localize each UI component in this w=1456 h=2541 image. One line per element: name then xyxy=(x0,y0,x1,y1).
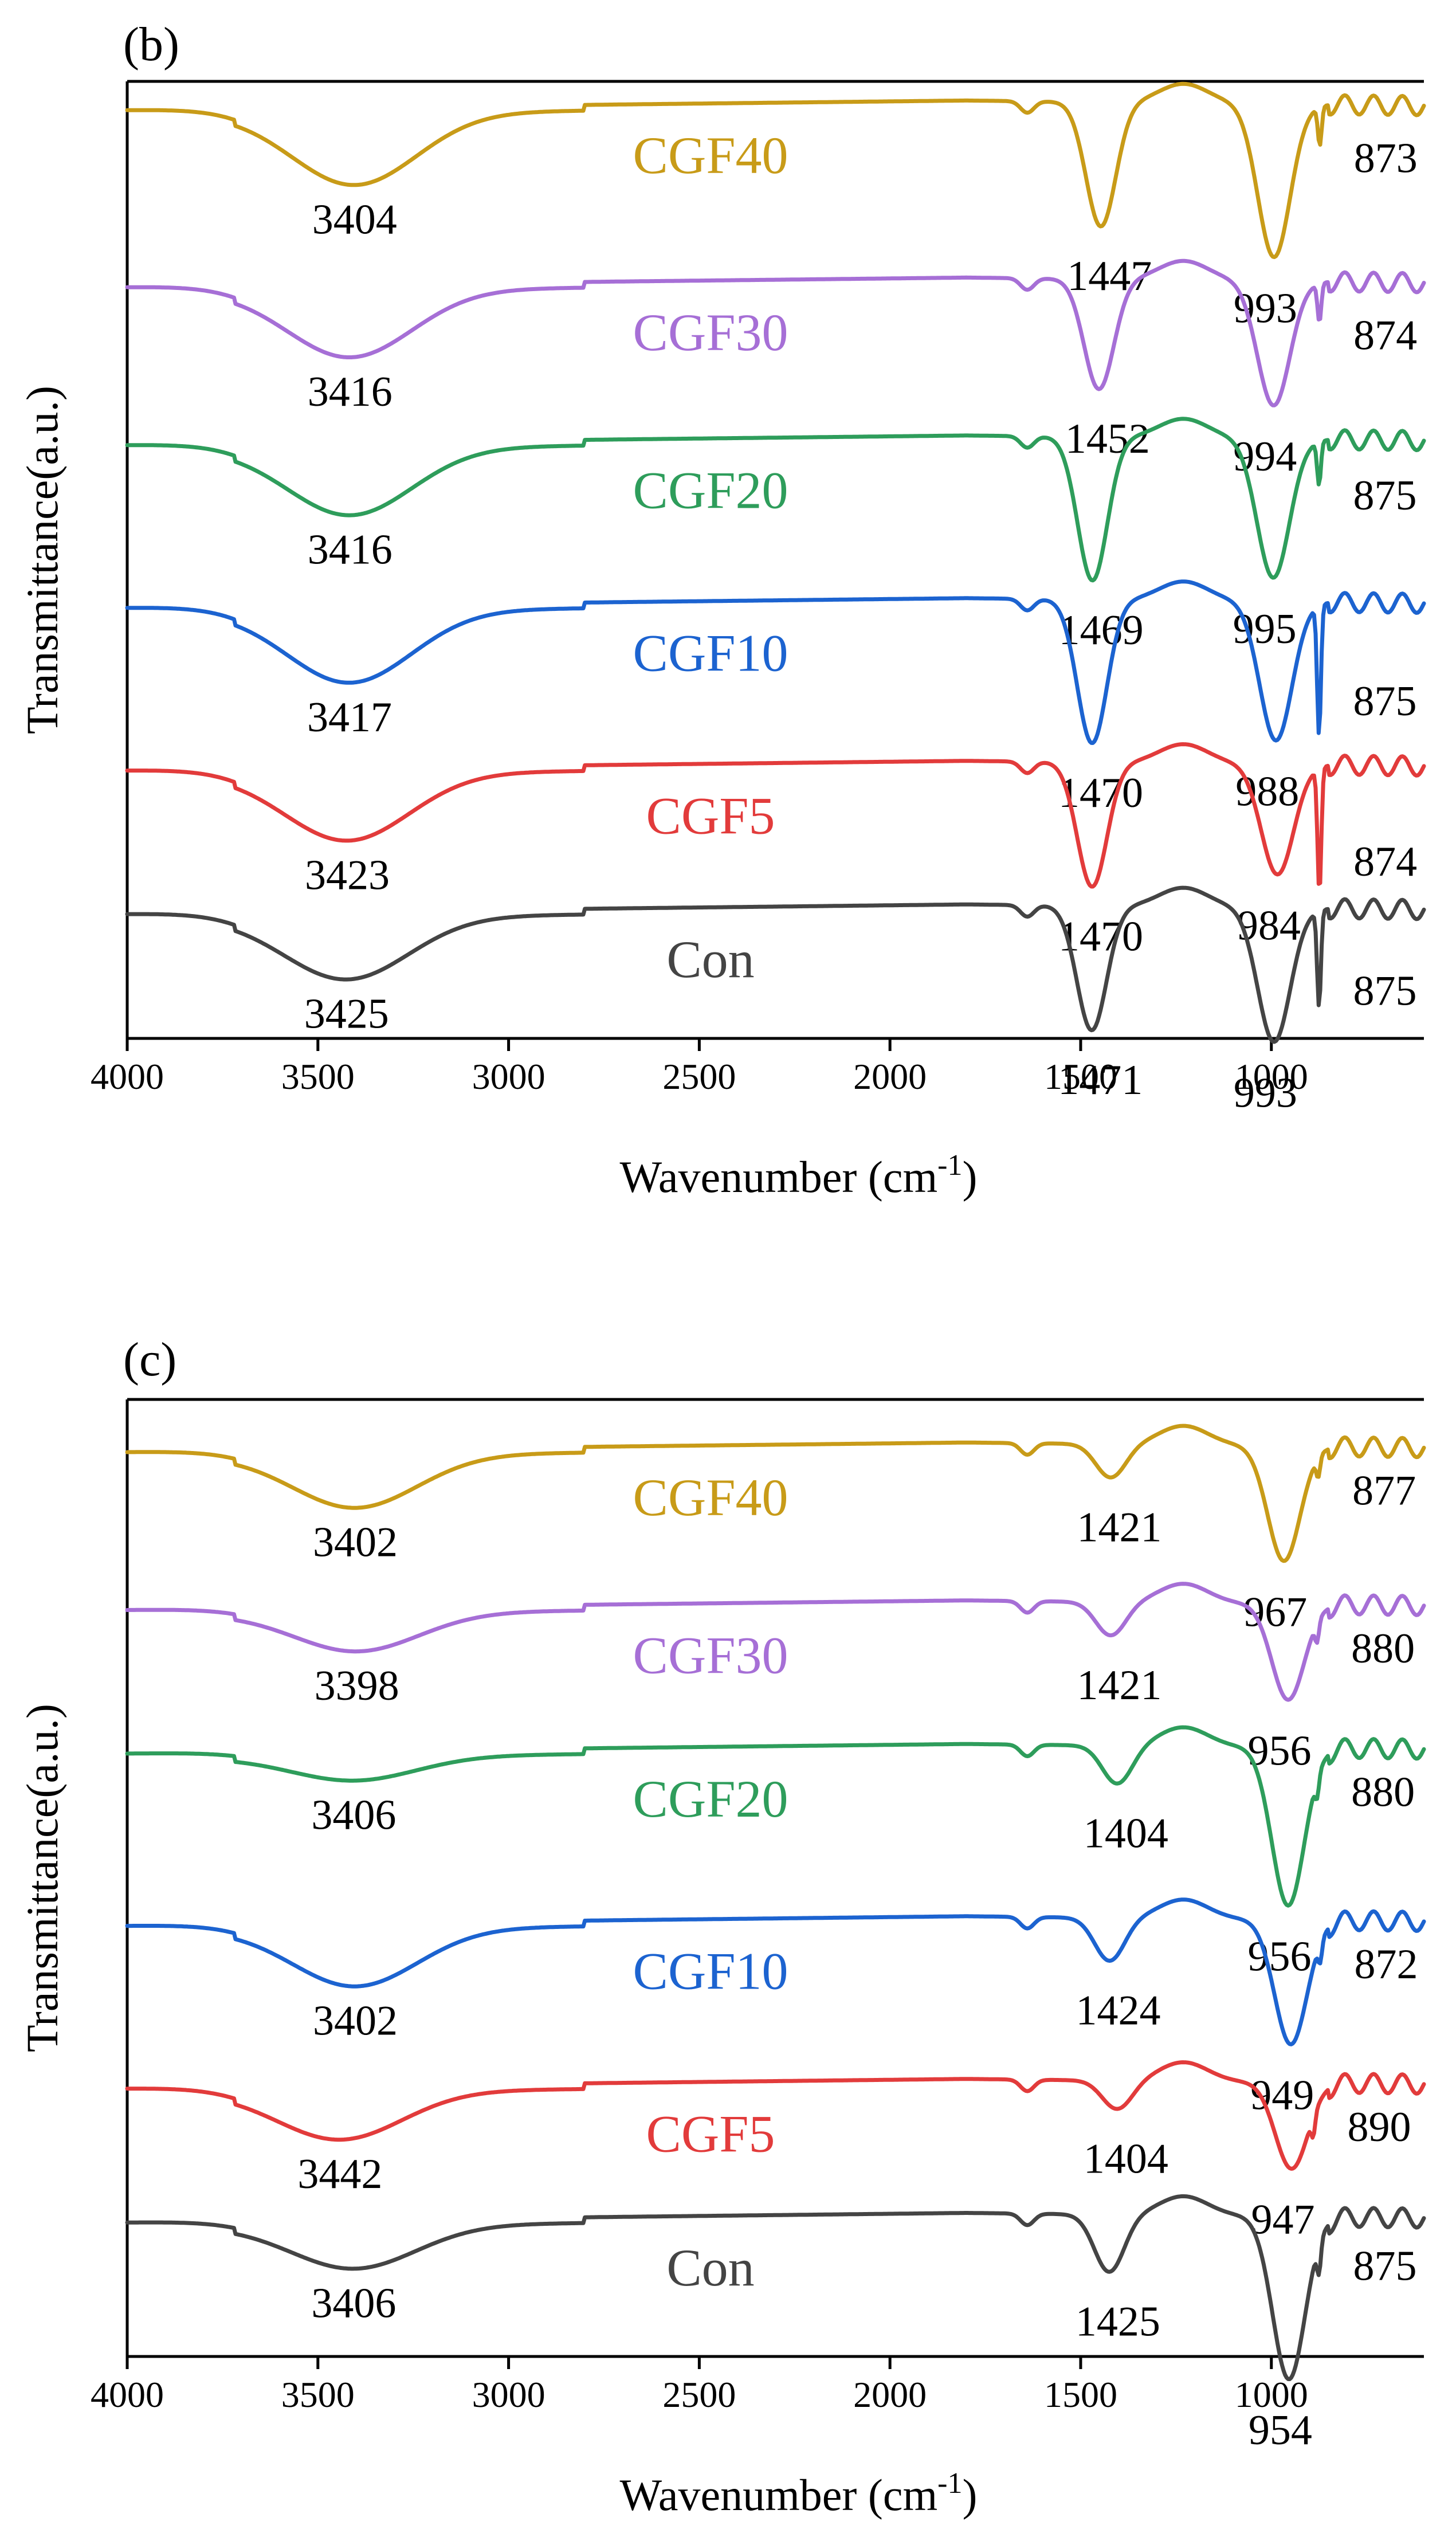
peak-label: 956 xyxy=(1248,1933,1312,1980)
peak-label: 3442 xyxy=(297,2151,382,2198)
peak-label: 1471 xyxy=(1058,1057,1143,1104)
peak-label: 3398 xyxy=(315,1662,399,1709)
spectrum-line-cgf40 xyxy=(125,1424,1426,1563)
peak-label: 993 xyxy=(1234,1070,1297,1117)
series-label-cgf20: CGF20 xyxy=(633,461,788,520)
y-axis-title: Transmittance(a.u.) xyxy=(17,1704,67,2052)
spectrum-line-cgf20 xyxy=(125,1725,1426,1908)
peak-label: 3404 xyxy=(312,196,397,243)
series-label-cgf10: CGF10 xyxy=(633,1942,788,2001)
spectrum-line-con xyxy=(125,885,1426,1044)
x-tick-label: 3000 xyxy=(472,2374,545,2415)
x-axis-title-text: Wavenumber (cm xyxy=(620,2470,938,2520)
peak-label: 3402 xyxy=(313,1519,398,1566)
x-tick-label: 2500 xyxy=(662,1056,736,1097)
panel-letter: (c) xyxy=(123,1333,176,1386)
spectrum-line-cgf20 xyxy=(125,417,1426,583)
peak-label: 875 xyxy=(1353,967,1416,1014)
peak-label: 875 xyxy=(1353,2242,1416,2289)
panel-letter: (b) xyxy=(123,18,179,71)
series-label-con: Con xyxy=(666,2238,754,2297)
x-tick-label: 2000 xyxy=(853,2374,927,2415)
peak-label: 890 xyxy=(1347,2104,1411,2151)
peak-label: 3423 xyxy=(305,852,390,899)
spectrum-line-cgf30 xyxy=(125,258,1426,407)
peak-label: 877 xyxy=(1352,1468,1416,1515)
peak-label: 1421 xyxy=(1077,1504,1162,1551)
x-tick-label: 4000 xyxy=(91,1056,164,1097)
peak-label: 3425 xyxy=(304,990,389,1037)
spectrum-line-cgf30 xyxy=(125,1582,1426,1702)
peak-label: 1447 xyxy=(1067,253,1152,300)
x-axis-title-superscript: -1 xyxy=(937,1149,962,1182)
peak-label: 947 xyxy=(1251,2197,1315,2244)
x-axis-title-end: ) xyxy=(963,2470,978,2520)
chart-panel-1: (c) 4000 3500 3000 2500 2000 1500 1000 Wavenumbe… xyxy=(17,1333,1426,2520)
x-tick-label: 3500 xyxy=(281,1056,355,1097)
peak-label: 880 xyxy=(1351,1769,1415,1816)
series-label-cgf20: CGF20 xyxy=(633,1770,788,1828)
series-label-cgf40: CGF40 xyxy=(633,1468,788,1527)
x-tick-label: 1500 xyxy=(1044,2374,1117,2415)
series-label-cgf5: CGF5 xyxy=(646,2104,775,2163)
peak-label: 1421 xyxy=(1077,1662,1162,1709)
x-axis-title-end: ) xyxy=(963,1152,978,1202)
series-label-cgf30: CGF30 xyxy=(633,1626,788,1684)
peak-label: 872 xyxy=(1354,1941,1418,1988)
peak-label: 1425 xyxy=(1076,2298,1160,2345)
x-axis-title-superscript: -1 xyxy=(937,2467,962,2500)
y-axis-title: Transmittance(a.u.) xyxy=(17,386,67,734)
x-tick-label: 4000 xyxy=(91,2374,164,2415)
x-tick-label: 2000 xyxy=(853,1056,927,1097)
peak-label: 1424 xyxy=(1076,1987,1161,2034)
series-label-cgf10: CGF10 xyxy=(633,624,788,683)
spectrum-line-cgf10 xyxy=(125,579,1426,745)
peak-label: 993 xyxy=(1234,285,1297,332)
series-label-cgf5: CGF5 xyxy=(646,786,775,845)
peak-label: 3406 xyxy=(311,1792,396,1839)
peak-label: 956 xyxy=(1248,1727,1312,1774)
peak-label: 880 xyxy=(1351,1625,1415,1672)
x-tick-label: 3500 xyxy=(281,2374,355,2415)
chart-panel-0: (b) 4000 3500 3000 2500 2000 1500 1000 Wavenumbe… xyxy=(17,18,1426,1202)
peak-label: 994 xyxy=(1233,433,1297,480)
peak-label: 875 xyxy=(1353,472,1416,519)
series-label-cgf40: CGF40 xyxy=(633,126,788,185)
series-label-cgf30: CGF30 xyxy=(633,303,788,362)
x-axis-title: Wavenumber (cm-1) xyxy=(620,1149,978,1202)
peak-label: 1404 xyxy=(1084,2136,1168,2183)
peak-label: 995 xyxy=(1233,606,1297,653)
peak-label: 874 xyxy=(1353,312,1417,359)
peak-label: 1469 xyxy=(1059,607,1144,654)
peak-label: 875 xyxy=(1353,678,1416,725)
peak-label: 1452 xyxy=(1065,415,1150,462)
x-tick-label: 1000 xyxy=(1235,1056,1308,1097)
peak-label: 3416 xyxy=(308,368,393,415)
peak-label: 3416 xyxy=(308,527,393,574)
spectrum-line-cgf40 xyxy=(125,81,1426,260)
peak-label: 1404 xyxy=(1084,1810,1168,1857)
peak-label: 3406 xyxy=(311,2280,396,2327)
x-tick-label: 3000 xyxy=(472,1056,545,1097)
x-axis-title-text: Wavenumber (cm xyxy=(620,1152,938,1202)
peak-label: 954 xyxy=(1249,2407,1312,2454)
peak-label: 3417 xyxy=(307,694,392,741)
x-axis-title: Wavenumber (cm-1) xyxy=(620,2467,978,2520)
x-tick-label: 2500 xyxy=(662,2374,736,2415)
x-tick-label: 1500 xyxy=(1044,1056,1117,1097)
spectrum-line-cgf5 xyxy=(125,2060,1426,2171)
spectrum-line-cgf10 xyxy=(125,1897,1426,2046)
spectrum-line-cgf5 xyxy=(125,742,1426,889)
x-tick-label: 1000 xyxy=(1235,2374,1308,2415)
series-label-con: Con xyxy=(666,930,754,989)
spectrum-line-con xyxy=(125,2194,1426,2381)
peak-label: 3402 xyxy=(313,1998,398,2045)
peak-label: 874 xyxy=(1353,838,1417,885)
peak-label: 873 xyxy=(1354,135,1418,182)
